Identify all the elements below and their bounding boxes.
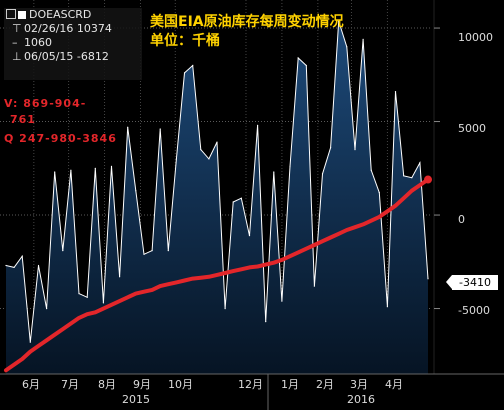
data-point (289, 165, 291, 167)
data-point (362, 38, 364, 40)
year-label: 2016 (347, 393, 375, 406)
legend-mid-text: 1060 (24, 36, 52, 49)
data-point (216, 141, 218, 143)
data-point (386, 306, 388, 308)
data-point (354, 149, 356, 151)
data-point (208, 158, 210, 160)
mid-marker-icon: – (12, 36, 18, 49)
x-tick-label: 1月 (281, 378, 299, 391)
series-area (6, 21, 428, 374)
series-swatch-icon (18, 11, 26, 19)
ma-line (4, 177, 430, 373)
data-point (338, 20, 340, 22)
data-point (232, 201, 234, 203)
data-point (119, 276, 121, 278)
data-point (78, 293, 80, 295)
data-point (143, 253, 145, 255)
data-point (21, 255, 23, 257)
x-tick-label: 4月 (385, 378, 403, 391)
data-point (273, 171, 275, 173)
y-tick-label: -5000 (458, 304, 490, 317)
last-value-badge: -3410 (446, 275, 498, 290)
x-tick-label: 10月 (168, 378, 193, 391)
data-point (378, 192, 380, 194)
data-point (62, 250, 64, 252)
contact-wechat: V: 869-904- (4, 97, 87, 110)
unit-label: 单位：千桶 (150, 33, 220, 49)
data-point (313, 285, 315, 287)
x-tick-label: 2月 (316, 378, 334, 391)
data-point (321, 173, 324, 175)
x-tick-label: 9月 (133, 378, 151, 391)
data-point (224, 308, 226, 310)
data-point (5, 264, 7, 267)
data-point (330, 147, 332, 149)
data-point (54, 171, 56, 173)
data-point (297, 57, 299, 59)
data-point (200, 149, 202, 151)
data-point (183, 72, 186, 74)
data-point (37, 264, 40, 267)
data-point (127, 126, 129, 128)
data-point (192, 64, 194, 67)
data-point (167, 250, 169, 252)
data-point (281, 300, 283, 302)
x-tick-label: 3月 (350, 378, 368, 391)
data-point (305, 64, 307, 67)
y-tick-label: 0 (458, 213, 465, 226)
data-point (151, 250, 153, 252)
contact-qq: Q 247-980-3846 (4, 132, 117, 145)
high-marker-icon: ⊤ (12, 22, 22, 35)
legend-high-text: 02/26/16 10374 (24, 22, 112, 35)
x-tick-label: 6月 (22, 378, 40, 391)
y-tick-label: 5000 (458, 122, 486, 135)
data-point (419, 162, 421, 164)
data-point (94, 167, 96, 169)
x-tick-label: 12月 (238, 378, 263, 391)
legend-low-text: 06/05/15 -6812 (24, 50, 109, 63)
contact-wechat-cont: 761 (10, 113, 36, 126)
data-point (427, 278, 429, 280)
low-marker-icon: ⊥ (12, 50, 22, 63)
legend-mid: –1060 (4, 36, 142, 50)
legend-low: ⊥ 06/05/15 -6812 (4, 50, 142, 64)
ma-end-point (424, 175, 432, 184)
data-point (86, 296, 88, 298)
data-point (159, 128, 161, 130)
data-point (46, 308, 48, 310)
data-point (248, 235, 251, 237)
legend: DOEASCRD ⊤ 02/26/16 10374 –1060 ⊥ 06/05/15… (4, 8, 142, 80)
data-point (102, 302, 104, 304)
x-tick-label: 8月 (98, 378, 116, 391)
year-label: 2015 (122, 393, 150, 406)
data-point (110, 165, 113, 167)
data-point (403, 175, 405, 177)
data-point (346, 46, 348, 48)
collapse-icon[interactable] (6, 9, 16, 19)
legend-high: ⊤ 02/26/16 10374 (4, 22, 142, 36)
data-point (257, 124, 259, 126)
data-point (394, 91, 397, 93)
data-point (135, 190, 137, 192)
data-point (240, 197, 242, 199)
data-point (370, 169, 372, 171)
data-point (265, 321, 267, 323)
legend-title: DOEASCRD (4, 8, 142, 22)
x-tick-label: 7月 (61, 378, 79, 391)
data-point (411, 177, 413, 179)
legend-series-name: DOEASCRD (29, 8, 92, 21)
data-point (70, 169, 72, 171)
y-tick-label: 10000 (458, 31, 493, 44)
data-point (175, 158, 177, 160)
data-point (13, 266, 15, 268)
chart-title: 美国EIA原油库存每周变动情况 (150, 14, 344, 30)
data-point (29, 341, 31, 343)
